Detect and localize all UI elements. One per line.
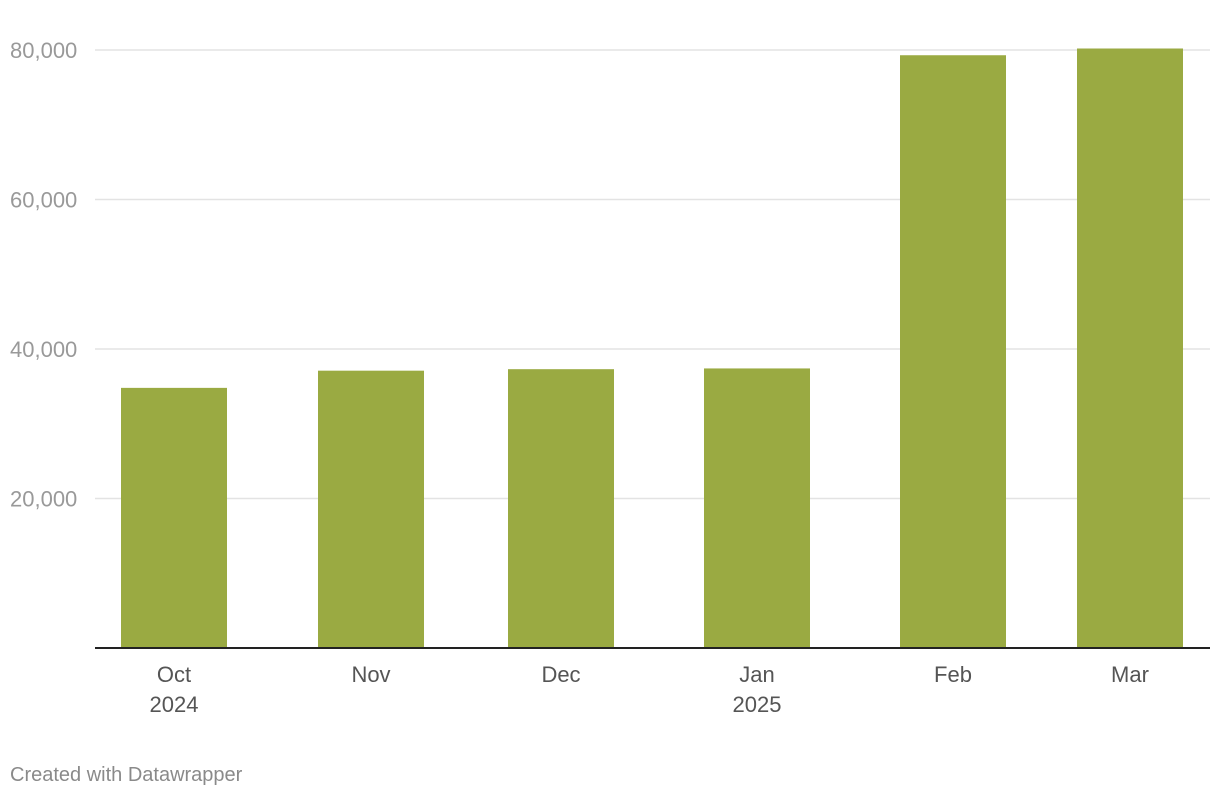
- y-tick-label: 80,000: [10, 38, 77, 63]
- x-tick-label: Nov: [351, 662, 390, 687]
- bar-dec: [508, 369, 614, 648]
- y-tick-label: 40,000: [10, 337, 77, 362]
- bars: [121, 48, 1183, 649]
- x-tick-label: Mar: [1111, 662, 1149, 687]
- bar-mar: [1077, 48, 1183, 648]
- x-tick-label: Feb: [934, 662, 972, 687]
- bar-oct: [121, 387, 227, 648]
- bar-nov: [318, 370, 424, 648]
- y-tick-label: 20,000: [10, 487, 77, 512]
- x-tick-year-label: 2024: [150, 692, 199, 717]
- y-tick-label: 60,000: [10, 188, 77, 213]
- y-axis-ticks: 20,000 40,000 60,000 80,000: [10, 38, 77, 512]
- x-tick-year-label: 2025: [733, 692, 782, 717]
- x-tick-label: Oct: [157, 662, 191, 687]
- footer-credit: Created with Datawrapper: [10, 764, 243, 786]
- bar-jan: [704, 368, 810, 648]
- x-tick-label: Dec: [541, 662, 580, 687]
- x-tick-label: Jan: [739, 662, 774, 687]
- x-axis-ticks: Oct 2024 Nov Dec Jan 2025 Feb Mar: [150, 662, 1149, 717]
- gridlines: [95, 49, 1210, 500]
- bar-feb: [900, 55, 1006, 649]
